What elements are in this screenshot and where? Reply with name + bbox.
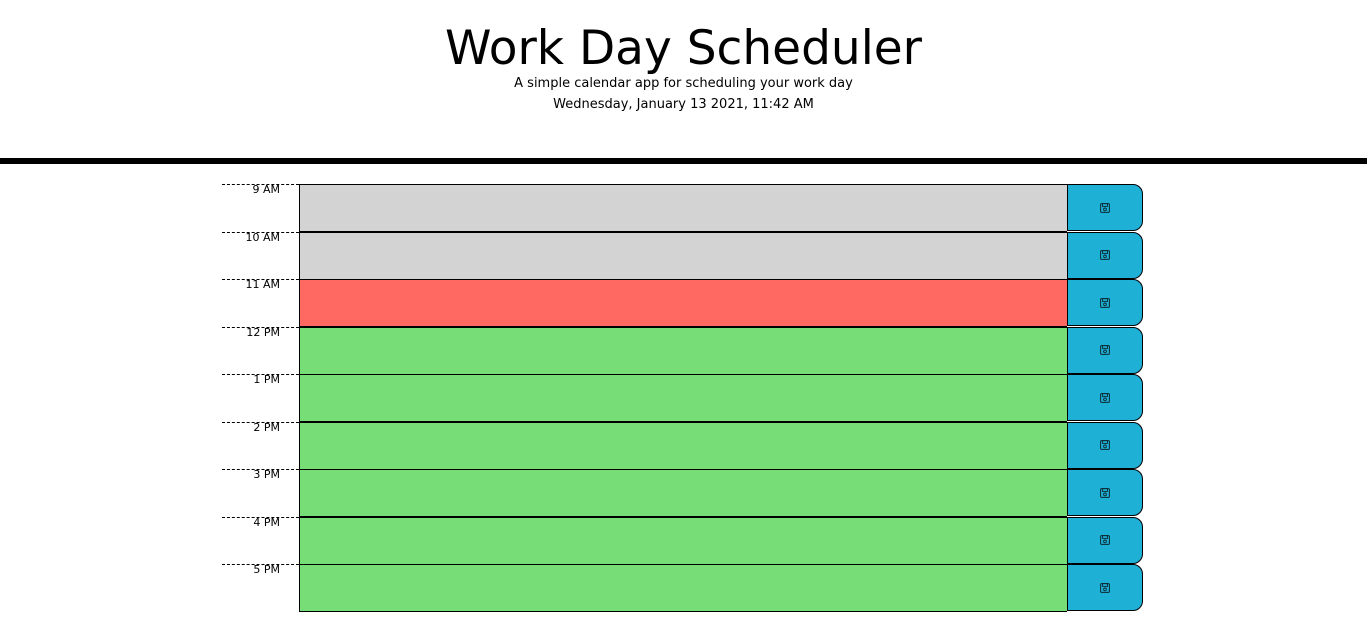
floppy-disk-icon — [1100, 250, 1110, 260]
current-day: Wednesday, January 13 2021, 11:42 AM — [553, 97, 814, 112]
time-block-row: 4 PM — [222, 515, 1143, 565]
hour-cell: 9 AM — [222, 183, 299, 231]
save-button[interactable] — [1067, 421, 1143, 469]
event-description-input[interactable] — [299, 184, 1067, 232]
floppy-disk-icon — [1100, 535, 1110, 545]
floppy-disk-icon — [1100, 392, 1110, 403]
hour-cell: 2 PM — [222, 420, 299, 469]
floppy-disk-icon — [1100, 345, 1110, 355]
time-block-row: 2 PM — [222, 420, 1143, 470]
hour-label: 12 PM — [246, 325, 280, 339]
save-button[interactable] — [1067, 279, 1143, 326]
header: Work Day Scheduler A simple calendar app… — [0, 0, 1367, 164]
hour-label: 2 PM — [253, 420, 280, 434]
hour-label: 1 PM — [253, 373, 280, 386]
hour-cell: 12 PM — [222, 325, 299, 374]
hour-cell: 5 PM — [222, 563, 299, 611]
hour-cell: 10 AM — [222, 230, 299, 279]
floppy-disk-icon — [1100, 440, 1110, 450]
time-block-row: 5 PM — [222, 563, 1143, 612]
hour-label: 10 AM — [245, 230, 280, 244]
time-block-row: 12 PM — [222, 325, 1143, 375]
floppy-disk-icon — [1100, 202, 1110, 213]
event-description-input[interactable] — [299, 564, 1067, 612]
floppy-disk-icon — [1100, 297, 1110, 308]
event-description-input[interactable] — [299, 279, 1067, 327]
time-block-row: 9 AM — [222, 183, 1143, 232]
hour-label: 11 AM — [245, 278, 280, 291]
page-title: Work Day Scheduler — [445, 21, 922, 76]
time-block-row: 1 PM — [222, 373, 1143, 422]
save-button[interactable] — [1067, 326, 1143, 374]
hour-label: 3 PM — [253, 468, 280, 481]
time-block-row: 11 AM — [222, 278, 1143, 327]
time-block-row: 3 PM — [222, 468, 1143, 517]
event-description-input[interactable] — [299, 326, 1067, 375]
save-button[interactable] — [1067, 469, 1143, 516]
save-button[interactable] — [1067, 374, 1143, 421]
floppy-disk-icon — [1100, 582, 1110, 593]
hour-cell: 11 AM — [222, 278, 299, 326]
hour-cell: 3 PM — [222, 468, 299, 516]
save-button[interactable] — [1067, 184, 1143, 231]
time-block-row: 10 AM — [222, 230, 1143, 280]
event-description-input[interactable] — [299, 469, 1067, 517]
hour-cell: 4 PM — [222, 515, 299, 564]
save-button[interactable] — [1067, 516, 1143, 564]
page-subtitle: A simple calendar app for scheduling you… — [514, 76, 853, 91]
save-button[interactable] — [1067, 564, 1143, 611]
hour-label: 9 AM — [252, 183, 280, 196]
event-description-input[interactable] — [299, 421, 1067, 470]
event-description-input[interactable] — [299, 374, 1067, 422]
hour-label: 4 PM — [253, 515, 280, 529]
floppy-disk-icon — [1100, 487, 1110, 498]
event-description-input[interactable] — [299, 231, 1067, 280]
hour-cell: 1 PM — [222, 373, 299, 421]
save-button[interactable] — [1067, 231, 1143, 279]
schedule-container: 9 AM 10 AM 11 AM 12 PM 1 PM 2 PM 3 PM 4 PM 5 PM — [222, 183, 1143, 612]
hour-label: 5 PM — [253, 563, 280, 576]
event-description-input[interactable] — [299, 516, 1067, 565]
